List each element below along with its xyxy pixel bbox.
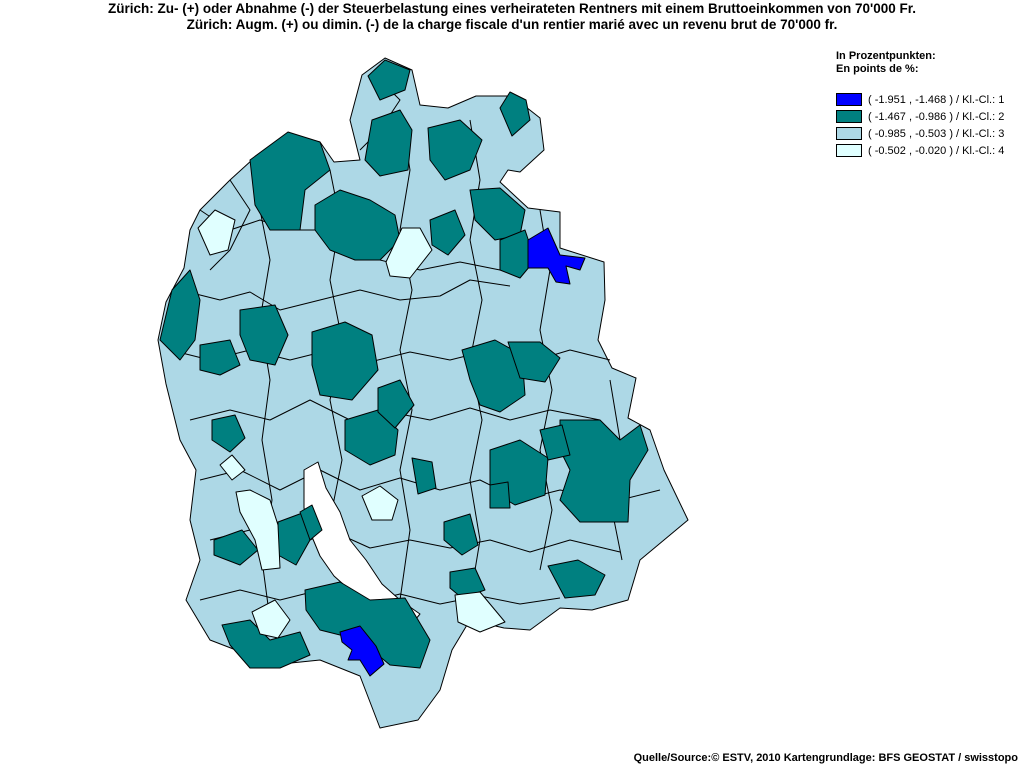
class-2-municipalities bbox=[159, 59, 649, 669]
map-title-french: Zürich: Augm. (+) ou dimin. (-) de la ch… bbox=[186, 17, 838, 32]
source-credit: Quelle/Source:© ESTV, 2010 Kartengrundla… bbox=[633, 752, 1018, 764]
class-4-municipalities bbox=[197, 209, 506, 639]
map-legend: In Prozentpunkten: En points de %: ( -1.… bbox=[836, 50, 1004, 159]
legend-item-class-3: ( -0.985 , -0.503 ) / Kl.-Cl.: 3 bbox=[836, 125, 1004, 142]
legend-item-class-2: ( -1.467 , -0.986 ) / Kl.-Cl.: 2 bbox=[836, 108, 1004, 125]
legend-swatch bbox=[836, 127, 862, 140]
legend-item-class-1: ( -1.951 , -1.468 ) / Kl.-Cl.: 1 bbox=[836, 91, 1004, 108]
legend-swatch bbox=[836, 144, 862, 157]
legend-label: ( -0.985 , -0.503 ) / Kl.-Cl.: 3 bbox=[868, 127, 1005, 140]
legend-swatch bbox=[836, 110, 862, 123]
legend-label: ( -0.502 , -0.020 ) / Kl.-Cl.: 4 bbox=[868, 144, 1005, 157]
map-title-german: Zürich: Zu- (+) oder Abnahme (-) der Ste… bbox=[107, 1, 916, 16]
legend-swatch bbox=[836, 93, 862, 106]
legend-item-class-4: ( -0.502 , -0.020 ) / Kl.-Cl.: 4 bbox=[836, 142, 1004, 159]
class-1-municipalities bbox=[339, 227, 586, 677]
legend-label: ( -1.467 , -0.986 ) / Kl.-Cl.: 2 bbox=[868, 110, 1005, 123]
legend-heading-french: En points de %: bbox=[836, 63, 919, 75]
legend-heading-german: In Prozentpunkten: bbox=[836, 50, 936, 62]
legend-items: ( -1.951 , -1.468 ) / Kl.-Cl.: 1 ( -1.46… bbox=[836, 91, 1004, 159]
legend-label: ( -1.951 , -1.468 ) / Kl.-Cl.: 1 bbox=[868, 93, 1005, 106]
